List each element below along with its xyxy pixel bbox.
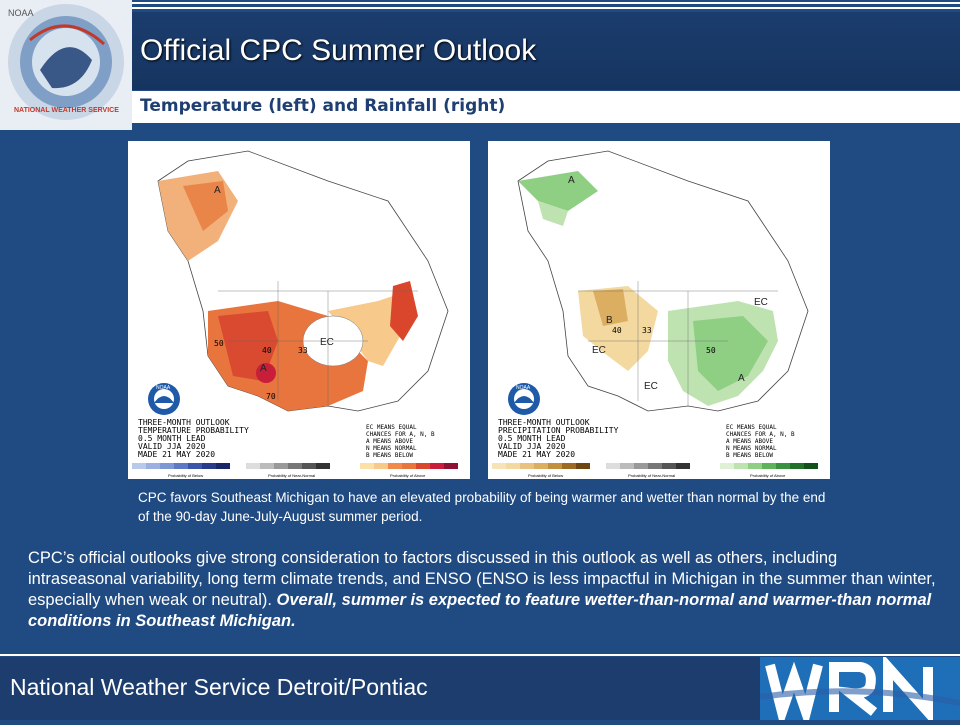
nws-logo: NOAA NATIONAL WEATHER SERVICE (0, 0, 132, 130)
noaa-emblem-right: NOAA (508, 383, 540, 415)
wrn-logo-text: WRN (944, 716, 947, 718)
precip-label-33: 33 (642, 326, 652, 335)
alaska-wet-edge (538, 201, 568, 226)
paragraph-body: CPC’s official outlooks give strong cons… (28, 549, 936, 609)
page-title: Official CPC Summer Outlook (140, 34, 537, 67)
borders (218, 281, 418, 406)
alaska-core (183, 181, 228, 231)
precip-legend-line-3: 0.5 MONTH LEAD (498, 434, 566, 443)
logo-ring-text: NATIONAL WEATHER SERVICE (14, 107, 119, 114)
noaa-emblem-left: NOAA (148, 383, 180, 415)
paragraph-emphasis: Overall, summer is expected to feature w… (28, 591, 932, 630)
precip-scale-normal: Probability of Near-Normal (628, 473, 675, 478)
top-rule (0, 2, 960, 4)
temp-label-a2: A (260, 363, 267, 374)
precip-label-a1: A (568, 175, 575, 186)
temperature-map-graphic: A A EC 50 40 33 70 NOAA THREE-MONTH OUTL… (128, 141, 470, 479)
precip-key-block: EC MEANS EQUAL CHANCES FOR A, N, B A MEA… (726, 424, 795, 459)
precip-key-5: B MEANS BELOW (726, 452, 773, 459)
precip-label-50: 50 (706, 346, 716, 355)
precip-legend-block: THREE-MONTH OUTLOOK PRECIPITATION PROBAB… (498, 418, 619, 459)
logo-top-text: NOAA (8, 8, 34, 18)
precip-label-b: B (606, 315, 613, 326)
temp-legend-line-5: MADE 21 MAY 2020 (138, 450, 215, 459)
temp-legend-line-2: TEMPERATURE PROBABILITY (138, 426, 249, 435)
temp-label-50: 50 (214, 339, 224, 348)
wrn-logo: WRN (759, 653, 960, 725)
noaa-label-right: NOAA (516, 385, 531, 391)
temp-scale-normal: Probability of Near-Normal (268, 473, 315, 478)
temp-key-4: N MEANS NORMAL (366, 445, 417, 452)
great-lakes-band (328, 291, 408, 366)
precip-key-2: CHANCES FOR A, N, B (726, 431, 795, 438)
temperature-outlook-map: A A EC 50 40 33 70 NOAA THREE-MONTH OUTL… (128, 141, 470, 479)
precip-legend-line-2: PRECIPITATION PROBABILITY (498, 426, 619, 435)
precip-legend-line-1: THREE-MONTH OUTLOOK (498, 418, 590, 427)
temp-label-ec: EC (320, 337, 334, 348)
footer-office-name: National Weather Service Detroit/Pontiac (10, 674, 428, 700)
temp-key-2: CHANCES FOR A, N, B (366, 431, 435, 438)
outlook-paragraph: CPC’s official outlooks give strong cons… (28, 548, 938, 632)
temp-key-block: EC MEANS EQUAL CHANCES FOR A, N, B A MEA… (366, 424, 435, 459)
precip-key-4: N MEANS NORMAL (726, 445, 777, 452)
northeast-core (390, 281, 418, 341)
temp-key-3: A MEANS ABOVE (366, 438, 413, 445)
temp-legend-line-3: 0.5 MONTH LEAD (138, 434, 206, 443)
temp-legend-line-4: VALID JJA 2020 (138, 442, 206, 451)
precip-colorbar (492, 463, 818, 469)
precip-label-ec2: EC (644, 381, 658, 392)
precip-label-a2: A (738, 373, 745, 384)
temp-key-1: EC MEANS EQUAL (366, 424, 417, 431)
precip-key-1: EC MEANS EQUAL (726, 424, 777, 431)
precip-label-ec3: EC (754, 297, 768, 308)
dry-core (593, 289, 628, 326)
precip-scale-above: Probability of Above (750, 473, 786, 478)
top-rule-2 (0, 7, 960, 9)
map-caption: CPC favors Southeast Michigan to have an… (138, 490, 826, 524)
temp-label-a1: A (214, 185, 221, 196)
subtitle-bar: Temperature (left) and Rainfall (right) (132, 91, 960, 123)
temp-scale-below: Probability of Below (168, 473, 203, 478)
temp-legend-line-1: THREE-MONTH OUTLOOK (138, 418, 230, 427)
borders-2 (578, 281, 778, 406)
temp-label-33: 33 (298, 346, 308, 355)
precip-legend-line-4: VALID JJA 2020 (498, 442, 566, 451)
title-bar: Official CPC Summer Outlook (132, 12, 960, 90)
footer-rule (0, 654, 960, 656)
east-wet-core (693, 316, 768, 391)
precip-label-ec1: EC (592, 345, 606, 356)
page-subtitle: Temperature (left) and Rainfall (right) (140, 96, 506, 116)
temp-legend-block: THREE-MONTH OUTLOOK TEMPERATURE PROBABIL… (138, 418, 249, 459)
temp-colorbar (132, 463, 458, 469)
precip-scale-below: Probability of Below (528, 473, 563, 478)
noaa-label-left: NOAA (156, 385, 171, 391)
wrn-logo-graphic: WRN (759, 653, 960, 725)
temp-scale-above: Probability of Above (390, 473, 426, 478)
temp-key-5: B MEANS BELOW (366, 452, 413, 459)
temp-label-40: 40 (262, 346, 272, 355)
precipitation-map-graphic: A A B EC EC EC 40 33 50 NOAA THREE-MONTH… (488, 141, 830, 479)
precip-legend-line-5: MADE 21 MAY 2020 (498, 450, 575, 459)
max-probability-spot (256, 363, 276, 383)
precip-key-3: A MEANS ABOVE (726, 438, 773, 445)
temp-label-70: 70 (266, 392, 276, 401)
nws-logo-graphic: NOAA NATIONAL WEATHER SERVICE (0, 0, 132, 130)
precip-label-40: 40 (612, 326, 622, 335)
precipitation-outlook-map: A A B EC EC EC 40 33 50 NOAA THREE-MONTH… (488, 141, 830, 479)
